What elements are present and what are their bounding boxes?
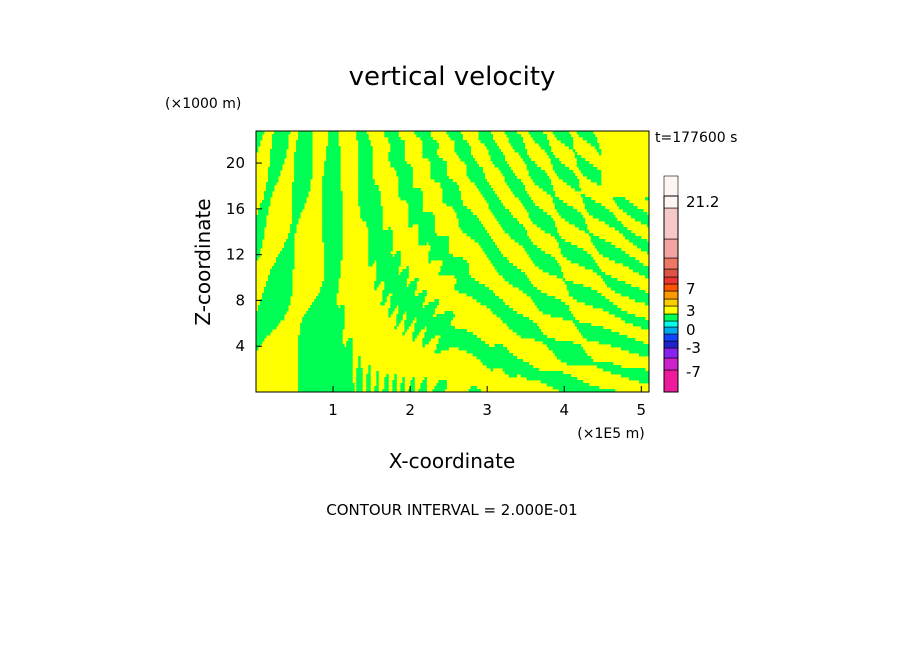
- colorbar: 21.2 7 30-3 -7: [663, 175, 719, 393]
- colorbar-segment: [663, 175, 679, 209]
- colorbar-segment: [663, 313, 679, 322]
- colorbar-label: -3: [686, 339, 701, 357]
- x-tick-label: 5: [637, 401, 647, 419]
- y-axis: 4 8 12 16 20: [226, 154, 262, 355]
- y-tick-label: 4: [235, 337, 245, 355]
- x-tick-label: 2: [405, 401, 415, 419]
- x-axis: 1 2 3 4 5: [328, 386, 646, 419]
- colorbar-segment: [663, 347, 679, 359]
- plot-area: [256, 131, 649, 392]
- y-tick-label: 16: [226, 200, 245, 218]
- plot-frame: [255, 130, 650, 393]
- x-axis-label: X-coordinate: [389, 449, 516, 473]
- x-tick-label: 4: [559, 401, 569, 419]
- colorbar-label: 3: [686, 302, 696, 320]
- colorbar-segment: [663, 326, 679, 335]
- colorbar-segment: [663, 276, 679, 285]
- colorbar-segment: [663, 283, 679, 292]
- colorbar-segment: [663, 207, 679, 240]
- colorbar-segment: [663, 257, 679, 270]
- x-unit-label: (×1E5 m): [577, 426, 644, 442]
- y-tick-label: 8: [235, 291, 245, 309]
- contour-interval-label: CONTOUR INTERVAL = 2.000E-01: [326, 501, 577, 519]
- colorbar-label: -7: [686, 363, 701, 381]
- colorbar-segment: [663, 268, 679, 278]
- colorbar-segment: [663, 340, 679, 349]
- y-tick-label: 12: [226, 246, 245, 264]
- time-label: t=177600 s: [655, 130, 737, 146]
- y-unit-label: (×1000 m): [165, 96, 241, 112]
- colorbar-label: 21.2: [686, 193, 719, 211]
- colorbar-segment: [663, 238, 679, 259]
- y-tick-label: 20: [226, 154, 245, 172]
- chart-title: vertical velocity: [349, 62, 556, 92]
- x-tick-label: 1: [328, 401, 338, 419]
- colorbar-segment: [663, 333, 679, 342]
- colorbar-segment: [663, 320, 679, 328]
- colorbar-frame: [663, 195, 679, 393]
- colorbar-label: 7: [686, 280, 696, 298]
- y-axis-label: Z-coordinate: [191, 198, 215, 325]
- colorbar-segment: [663, 298, 679, 307]
- colorbar-label: 0: [686, 321, 696, 339]
- colorbar-segment: [663, 357, 679, 371]
- x-tick-label: 3: [482, 401, 492, 419]
- colorbar-segment: [663, 290, 679, 300]
- colorbar-segment: [663, 305, 679, 315]
- colorbar-segment: [663, 369, 679, 393]
